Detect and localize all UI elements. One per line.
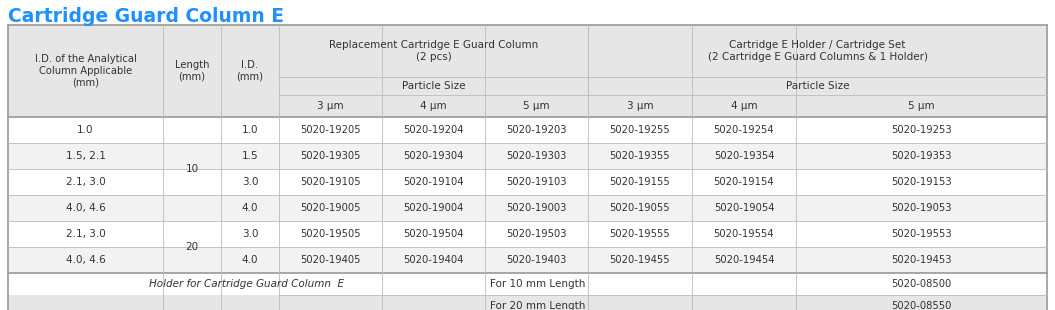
Text: 5020-19005: 5020-19005: [301, 203, 361, 213]
Text: 5020-19004: 5020-19004: [403, 203, 464, 213]
Text: 1.0: 1.0: [242, 125, 258, 135]
Text: 5020-19355: 5020-19355: [610, 151, 670, 161]
Text: 5 μm: 5 μm: [523, 101, 550, 111]
Text: 5020-19454: 5020-19454: [714, 255, 774, 265]
Text: Cartridge Guard Column E: Cartridge Guard Column E: [8, 7, 284, 25]
Text: 5020-19054: 5020-19054: [714, 203, 774, 213]
Text: 5020-19053: 5020-19053: [891, 203, 952, 213]
Bar: [8, 221, 1047, 247]
Text: 5020-19204: 5020-19204: [403, 125, 464, 135]
Text: I.D.
(mm): I.D. (mm): [236, 60, 264, 82]
Text: For 10 mm Length: For 10 mm Length: [490, 279, 586, 289]
Text: Particle Size: Particle Size: [402, 81, 465, 91]
Text: 4 μm: 4 μm: [420, 101, 447, 111]
Text: 5020-19055: 5020-19055: [610, 203, 670, 213]
Text: 2.1, 3.0: 2.1, 3.0: [65, 229, 106, 239]
Text: 3.0: 3.0: [242, 229, 258, 239]
Text: 5020-19403: 5020-19403: [506, 255, 567, 265]
Text: 5020-19103: 5020-19103: [506, 177, 567, 187]
Bar: [8, 295, 1047, 310]
Text: 5020-19154: 5020-19154: [713, 177, 774, 187]
Text: Cartridge E Holder / Cartridge Set
(2 Cartridge E Guard Columns & 1 Holder): Cartridge E Holder / Cartridge Set (2 Ca…: [708, 40, 927, 62]
Text: Replacement Cartridge E Guard Column
(2 pcs): Replacement Cartridge E Guard Column (2 …: [329, 40, 538, 62]
Text: 5020-19105: 5020-19105: [301, 177, 361, 187]
Text: 5020-19555: 5020-19555: [610, 229, 670, 239]
Text: 3.0: 3.0: [242, 177, 258, 187]
Text: 4.0: 4.0: [242, 255, 258, 265]
Text: 4.0, 4.6: 4.0, 4.6: [65, 255, 106, 265]
Text: 5020-19405: 5020-19405: [301, 255, 361, 265]
Text: 5020-19453: 5020-19453: [891, 255, 952, 265]
Bar: [8, 195, 1047, 221]
Text: 5020-19353: 5020-19353: [891, 151, 952, 161]
Text: 3 μm: 3 μm: [627, 101, 653, 111]
Bar: [8, 247, 1047, 273]
Text: 5020-19104: 5020-19104: [403, 177, 464, 187]
Text: 5 μm: 5 μm: [908, 101, 935, 111]
Bar: [279, 25, 588, 117]
Text: For 20 mm Length: For 20 mm Length: [490, 301, 586, 310]
Text: 5020-19203: 5020-19203: [506, 125, 567, 135]
Text: 5020-19303: 5020-19303: [506, 151, 567, 161]
Text: 5020-19153: 5020-19153: [891, 177, 952, 187]
Text: 1.5: 1.5: [242, 151, 258, 161]
Text: 5020-19003: 5020-19003: [506, 203, 567, 213]
Text: 5020-19354: 5020-19354: [714, 151, 774, 161]
Text: 5020-19503: 5020-19503: [506, 229, 567, 239]
Text: 1.0: 1.0: [77, 125, 94, 135]
Text: I.D. of the Analytical
Column Applicable
(mm): I.D. of the Analytical Column Applicable…: [35, 54, 136, 88]
Text: 5020-19553: 5020-19553: [891, 229, 952, 239]
Text: 2.1, 3.0: 2.1, 3.0: [65, 177, 106, 187]
Text: 5020-19404: 5020-19404: [403, 255, 464, 265]
Bar: [220, 25, 279, 117]
Text: 5020-19305: 5020-19305: [301, 151, 361, 161]
Text: 5020-19255: 5020-19255: [610, 125, 670, 135]
Text: 5020-19304: 5020-19304: [403, 151, 464, 161]
Bar: [8, 273, 1047, 295]
Text: 5020-08500: 5020-08500: [891, 279, 952, 289]
Text: 5020-19504: 5020-19504: [403, 229, 464, 239]
Text: 4 μm: 4 μm: [731, 101, 757, 111]
Text: Holder for Cartridge Guard Column  E: Holder for Cartridge Guard Column E: [149, 279, 344, 289]
Text: 3 μm: 3 μm: [318, 101, 344, 111]
Bar: [8, 169, 1047, 195]
Text: 5020-19205: 5020-19205: [301, 125, 361, 135]
Text: 5020-19455: 5020-19455: [610, 255, 670, 265]
Text: 4.0: 4.0: [242, 203, 258, 213]
Text: 10: 10: [186, 164, 198, 174]
Bar: [8, 143, 1047, 169]
Text: Particle Size: Particle Size: [786, 81, 849, 91]
Bar: [8, 25, 164, 117]
Bar: [164, 25, 220, 117]
Bar: [8, 117, 1047, 143]
Text: 5020-19254: 5020-19254: [713, 125, 774, 135]
Text: 5020-08550: 5020-08550: [891, 301, 952, 310]
Text: 1.5, 2.1: 1.5, 2.1: [65, 151, 106, 161]
Text: 4.0, 4.6: 4.0, 4.6: [65, 203, 106, 213]
Text: 20: 20: [186, 242, 198, 252]
Text: 5020-19554: 5020-19554: [713, 229, 774, 239]
Text: 5020-19505: 5020-19505: [301, 229, 361, 239]
Text: 5020-19155: 5020-19155: [610, 177, 670, 187]
Text: 5020-19253: 5020-19253: [891, 125, 952, 135]
Bar: [588, 25, 1047, 117]
Text: Length
(mm): Length (mm): [175, 60, 209, 82]
